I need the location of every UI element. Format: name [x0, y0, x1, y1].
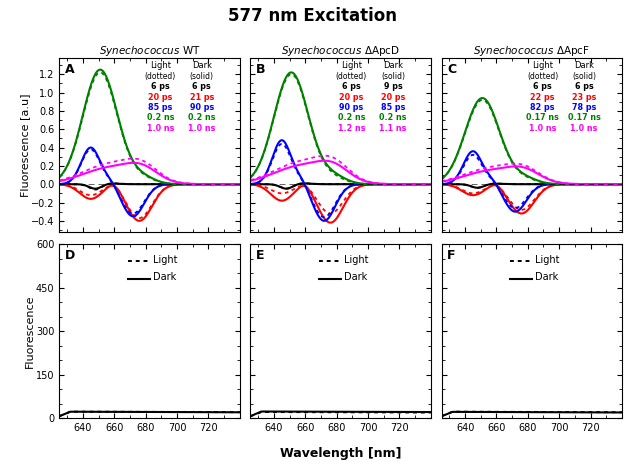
Text: B: B: [256, 63, 266, 76]
Text: 0.2 ns: 0.2 ns: [188, 114, 216, 122]
Text: 0.2 ns: 0.2 ns: [147, 114, 174, 122]
Text: 90 ps: 90 ps: [339, 103, 364, 112]
Text: Light: Light: [536, 255, 560, 265]
Text: Dark: Dark: [344, 272, 367, 282]
Text: 0.2 ns: 0.2 ns: [379, 114, 407, 122]
Text: 6 ps: 6 ps: [192, 82, 211, 91]
Text: Dark: Dark: [383, 61, 403, 70]
Text: 0.17 ns: 0.17 ns: [526, 114, 559, 122]
Text: 1.0 ns: 1.0 ns: [529, 124, 556, 133]
Text: 6 ps: 6 ps: [151, 82, 170, 91]
Text: 90 ps: 90 ps: [189, 103, 214, 112]
Text: 85 ps: 85 ps: [381, 103, 405, 112]
Text: D: D: [65, 249, 75, 262]
Text: F: F: [447, 249, 456, 262]
Text: 6 ps: 6 ps: [533, 82, 552, 91]
Text: (solid): (solid): [381, 72, 405, 81]
Text: Dark: Dark: [536, 272, 559, 282]
Y-axis label: Fluorescence: Fluorescence: [24, 294, 34, 368]
Text: 1.2 ns: 1.2 ns: [338, 124, 365, 133]
Text: 0.2 ns: 0.2 ns: [338, 114, 365, 122]
Text: 23 ps: 23 ps: [572, 92, 596, 102]
Text: C: C: [447, 63, 456, 76]
Text: E: E: [256, 249, 264, 262]
Text: Dark: Dark: [192, 61, 212, 70]
Y-axis label: Fluorescence [a.u]: Fluorescence [a.u]: [19, 93, 29, 196]
Text: Dark: Dark: [574, 61, 594, 70]
Text: 22 ps: 22 ps: [530, 92, 555, 102]
Text: Light: Light: [150, 61, 171, 70]
Text: (dotted): (dotted): [145, 72, 176, 81]
Text: 1.1 ns: 1.1 ns: [379, 124, 407, 133]
Text: (solid): (solid): [572, 72, 596, 81]
Text: 1.0 ns: 1.0 ns: [147, 124, 174, 133]
Text: Light: Light: [341, 61, 362, 70]
Text: Light: Light: [532, 61, 553, 70]
Text: 6 ps: 6 ps: [574, 82, 593, 91]
Text: A: A: [65, 63, 74, 76]
Text: Wavelength [nm]: Wavelength [nm]: [280, 447, 401, 460]
Text: 21 ps: 21 ps: [189, 92, 214, 102]
Text: 20 ps: 20 ps: [339, 92, 364, 102]
Text: 577 nm Excitation: 577 nm Excitation: [228, 7, 397, 25]
Text: (dotted): (dotted): [336, 72, 367, 81]
Text: 9 ps: 9 ps: [384, 82, 402, 91]
Text: (dotted): (dotted): [527, 72, 558, 81]
Text: Light: Light: [153, 255, 178, 265]
Text: 1.0 ns: 1.0 ns: [571, 124, 598, 133]
Text: 0.17 ns: 0.17 ns: [568, 114, 601, 122]
Text: (solid): (solid): [190, 72, 214, 81]
Text: 85 ps: 85 ps: [148, 103, 173, 112]
Text: 6 ps: 6 ps: [342, 82, 361, 91]
Text: Dark: Dark: [153, 272, 176, 282]
Text: 78 ps: 78 ps: [572, 103, 596, 112]
Title: $\it{Synechococcus}$ WT: $\it{Synechococcus}$ WT: [99, 44, 201, 58]
Title: $\it{Synechococcus}$ ΔApcD: $\it{Synechococcus}$ ΔApcD: [281, 44, 400, 58]
Text: 82 ps: 82 ps: [530, 103, 555, 112]
Title: $\it{Synechococcus}$ ΔApcF: $\it{Synechococcus}$ ΔApcF: [473, 44, 590, 58]
Text: 20 ps: 20 ps: [148, 92, 173, 102]
Text: 20 ps: 20 ps: [381, 92, 405, 102]
Text: 1.0 ns: 1.0 ns: [188, 124, 216, 133]
Text: Light: Light: [344, 255, 369, 265]
